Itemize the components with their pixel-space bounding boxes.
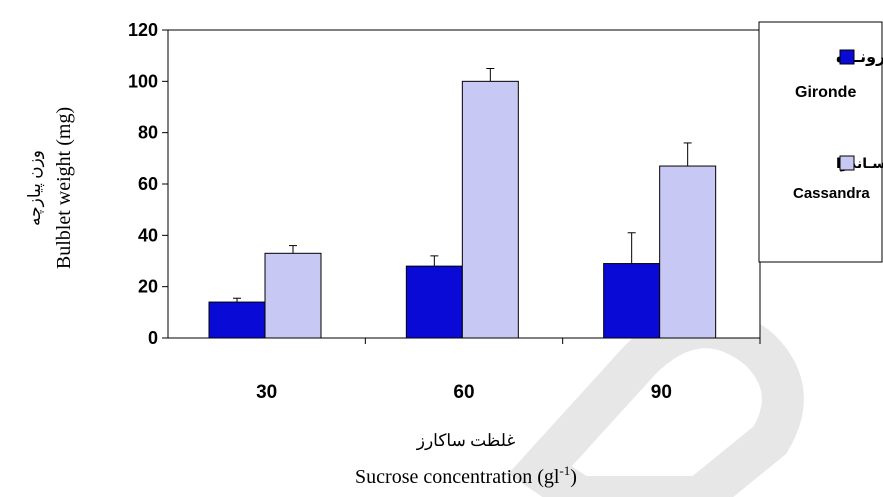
x-axis-label: Sucrose concentration (gl-1) <box>355 463 577 488</box>
x-axis-label-main: Sucrose concentration (gl <box>355 466 560 488</box>
legend-label-gironde: Gironde <box>795 84 856 101</box>
y-tick-label: 120 <box>128 20 158 40</box>
x-axis-label-fa: غلظت ساکارز <box>416 431 516 451</box>
bar-cassandra-90 <box>659 165 717 339</box>
y-axis-label-fa: وزن پیازچه <box>25 150 45 226</box>
bar-gironde-60 <box>405 265 463 339</box>
x-axis-categories: 30 60 90 <box>256 338 761 403</box>
y-tick-label: 20 <box>138 277 158 297</box>
y-tick-label: 100 <box>128 71 158 91</box>
x-category-label: 30 <box>256 382 277 403</box>
x-axis-label-sup: -1 <box>559 463 570 478</box>
legend-box <box>758 21 883 263</box>
x-category-label: 60 <box>453 382 474 403</box>
bars-group <box>208 68 717 339</box>
legend-swatch-gironde <box>839 49 855 65</box>
y-axis-ticks: 0 20 40 60 80 100 120 <box>128 20 168 348</box>
x-axis-label-end: ) <box>570 466 577 488</box>
legend-swatch-cassandra <box>839 155 855 171</box>
bar-cassandra-30 <box>264 252 322 339</box>
y-tick-label: 40 <box>138 225 158 245</box>
y-tick-label: 0 <box>148 328 158 348</box>
x-category-label: 90 <box>651 382 672 403</box>
bar-gironde-30 <box>208 301 266 339</box>
y-tick-label: 60 <box>138 174 158 194</box>
legend-label-cassandra: Cassandra <box>793 185 870 202</box>
y-axis-label: Bulblet weight (mg) <box>53 107 75 269</box>
bar-gironde-90 <box>603 263 661 339</box>
y-tick-label: 80 <box>138 123 158 143</box>
bar-cassandra-60 <box>461 80 519 339</box>
